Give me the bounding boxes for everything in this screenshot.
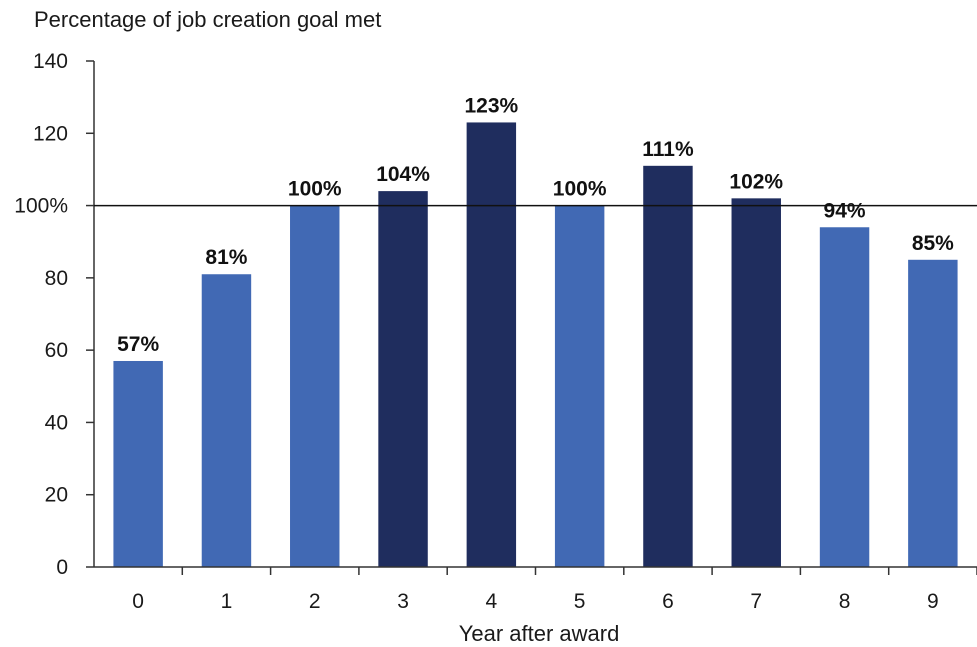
bar-year-1: [201, 274, 252, 567]
y-tick-label: 80: [45, 267, 68, 290]
y-tick-label: 0: [56, 556, 68, 579]
x-tick-label: 0: [132, 590, 144, 613]
bar-year-8: [819, 227, 870, 567]
y-tick-label: 140: [33, 50, 68, 73]
x-axis-title: Year after award: [459, 621, 620, 646]
bars-group: [113, 122, 958, 568]
data-label-year-7: 102%: [729, 170, 783, 193]
bar-year-0: [113, 360, 163, 567]
x-tick-label: 2: [309, 590, 321, 613]
x-tick-label: 5: [574, 590, 586, 613]
data-label-year-3: 104%: [376, 163, 430, 186]
y-tick-label: 20: [45, 484, 68, 507]
x-tick-label: 6: [662, 590, 674, 613]
y-tick-label: 40: [45, 411, 68, 434]
bar-year-7: [731, 198, 781, 568]
data-label-year-5: 100%: [553, 178, 607, 201]
bar-year-9: [908, 259, 958, 567]
x-tick-label: 9: [927, 590, 939, 613]
x-tick-label: 4: [486, 590, 498, 613]
y-tick-label: 60: [45, 339, 68, 362]
x-tick-label: 7: [750, 590, 762, 613]
data-labels-group: 57% 81% 100% 104% 123% 100% 111% 102% 94% 85%: [117, 94, 954, 356]
chart-title: Percentage of job creation goal met: [34, 7, 381, 32]
bar-year-3: [378, 191, 428, 567]
data-label-year-8: 94%: [824, 199, 866, 222]
y-tick-label: 120: [33, 122, 68, 145]
data-label-year-0: 57%: [117, 333, 159, 356]
data-label-year-1: 81%: [205, 246, 247, 269]
y-tick-label: 100%: [14, 195, 68, 218]
bar-year-5: [554, 205, 605, 568]
data-label-year-6: 111%: [642, 138, 694, 161]
x-axis-ticks: 0 1 2 3 4 5 6 7 8 9: [132, 567, 977, 613]
bar-year-6: [643, 165, 693, 568]
x-tick-label: 3: [397, 590, 409, 613]
x-tick-label: 8: [839, 590, 851, 613]
data-label-year-4: 123%: [464, 94, 518, 117]
x-tick-label: 1: [221, 590, 233, 613]
y-axis-ticks: 0 20 40 60 80 100% 120 140: [14, 50, 94, 579]
bar-year-2: [290, 205, 340, 568]
data-label-year-2: 100%: [288, 178, 342, 201]
data-label-year-9: 85%: [912, 232, 954, 255]
bar-year-4: [466, 122, 517, 567]
